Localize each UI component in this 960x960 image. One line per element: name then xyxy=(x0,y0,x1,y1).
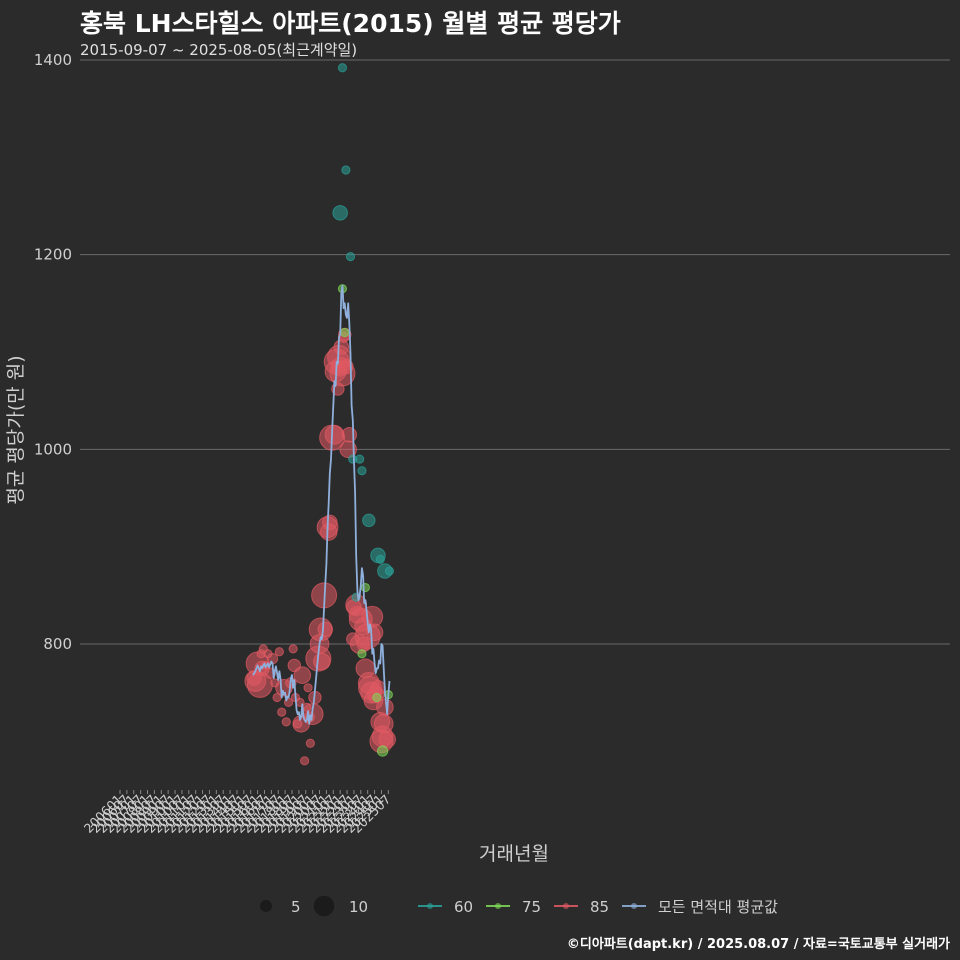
scatter-points-layer xyxy=(244,63,396,766)
point-75 xyxy=(357,649,367,659)
point-75 xyxy=(340,327,350,338)
y-axis-ticks: 800 1000 1200 1400 xyxy=(34,51,72,653)
size-legend-symbol xyxy=(260,900,272,912)
point-85 xyxy=(338,358,354,375)
y-tick-label: 1400 xyxy=(34,51,72,69)
x-axis-ticks: 2006012006072007012007072008012008072009… xyxy=(81,790,393,836)
color-legend-dot xyxy=(495,903,501,909)
color-legend-dot xyxy=(427,903,433,909)
point-85 xyxy=(341,426,358,443)
point-85 xyxy=(300,756,310,766)
point-85 xyxy=(281,717,291,727)
y-tick-label: 1000 xyxy=(34,440,72,458)
grid-lines xyxy=(80,59,950,645)
point-85 xyxy=(288,644,298,654)
legend: 5 10 60 75 85 모든 면적대 평균값 xyxy=(260,895,778,917)
point-85 xyxy=(277,707,287,717)
point-60 xyxy=(332,205,348,221)
chart-title: 홍북 LH스타힐스 아파트(2015) 월별 평균 평당가 xyxy=(80,9,621,38)
point-85 xyxy=(370,680,386,696)
point-60 xyxy=(362,513,376,528)
point-85 xyxy=(322,514,338,531)
point-60 xyxy=(357,466,367,476)
size-legend-symbol xyxy=(313,895,335,917)
color-legend-label: 60 xyxy=(454,898,473,916)
y-tick-label: 1200 xyxy=(34,246,72,264)
point-85 xyxy=(274,647,284,657)
footer-credit: ©디아파트(dapt.kr) / 2025.08.07 / 자료=국토교통부 실… xyxy=(566,937,950,952)
y-axis-label: 평균 평당가(만 원) xyxy=(5,355,27,504)
point-60 xyxy=(345,252,356,262)
point-60 xyxy=(337,63,348,73)
y-tick-label: 800 xyxy=(43,635,72,653)
point-85 xyxy=(303,683,313,693)
point-60 xyxy=(384,566,395,576)
point-85 xyxy=(324,424,345,445)
color-legend-label: 모든 면적대 평균값 xyxy=(658,898,778,916)
size-legend-label: 5 xyxy=(291,898,301,916)
point-60 xyxy=(355,454,365,464)
point-60 xyxy=(375,554,385,564)
point-85 xyxy=(317,621,334,638)
color-legend-label: 85 xyxy=(590,898,609,916)
average-line xyxy=(252,284,391,725)
point-60 xyxy=(341,165,351,175)
point-85 xyxy=(378,730,396,749)
point-85 xyxy=(373,713,394,734)
color-legend-dot xyxy=(631,903,637,909)
point-85 xyxy=(305,738,315,748)
color-legend-dot xyxy=(563,903,569,909)
point-75 xyxy=(360,582,370,593)
point-75 xyxy=(376,745,389,757)
point-85 xyxy=(313,652,331,671)
size-legend-label: 10 xyxy=(349,898,368,916)
point-75 xyxy=(372,692,382,703)
chart-subtitle: 2015-09-07 ~ 2025-08-05(최근계약일) xyxy=(80,41,358,59)
point-85 xyxy=(293,666,312,684)
color-legend-label: 75 xyxy=(522,898,541,916)
x-axis-label: 거래년월 xyxy=(479,843,549,865)
